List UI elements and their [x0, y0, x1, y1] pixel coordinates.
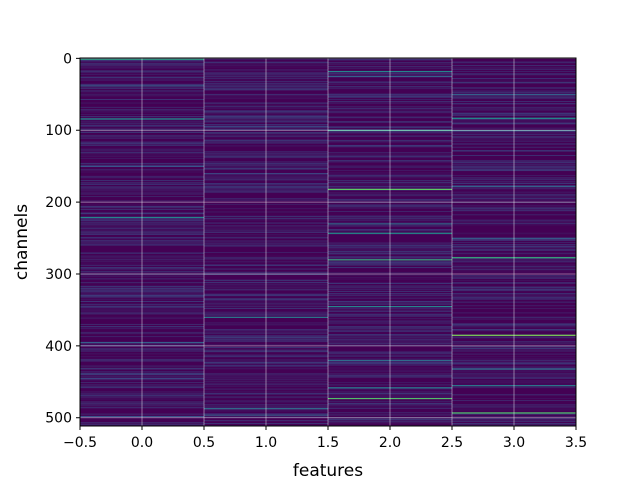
y-tick-label: 0: [63, 51, 72, 67]
x-tick-label: 1.0: [255, 435, 277, 451]
x-axis-label: features: [293, 461, 363, 480]
x-tick-label: 1.5: [317, 435, 339, 451]
x-axis-ticks: −0.5 0.0 0.5 1.0 1.5 2.0 2.5 3.0 3.5: [63, 426, 587, 451]
x-tick-label: 3.5: [565, 435, 587, 451]
y-tick-label: 200: [45, 195, 72, 211]
y-axis-label: channels: [12, 204, 32, 280]
y-tick-label: 300: [45, 267, 72, 283]
x-tick-label: 0.0: [131, 435, 153, 451]
x-tick-label: −0.5: [63, 435, 97, 451]
x-tick-label: 2.0: [379, 435, 401, 451]
y-axis-ticks: 0 100 200 300 400 500: [45, 51, 80, 427]
x-tick-label: 0.5: [193, 435, 215, 451]
y-tick-label: 400: [45, 339, 72, 355]
x-tick-label: 2.5: [441, 435, 463, 451]
y-tick-label: 100: [45, 123, 72, 139]
x-tick-label: 3.0: [503, 435, 525, 451]
y-tick-label: 500: [45, 411, 72, 427]
